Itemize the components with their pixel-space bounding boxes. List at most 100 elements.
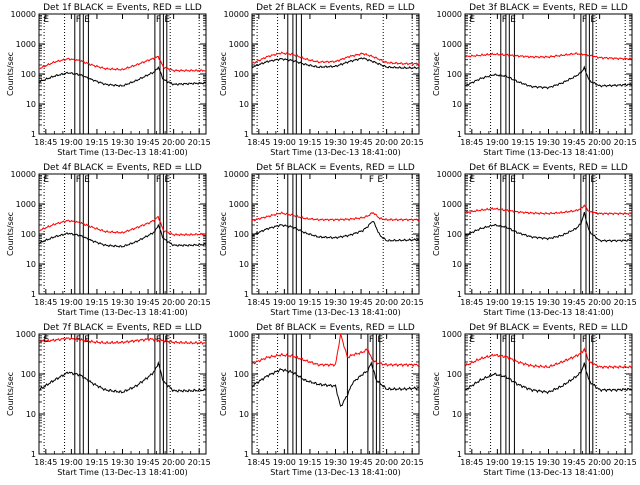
panel-title: Det 7f BLACK = Events, RED = LLD [43, 323, 202, 333]
panel-title: Det 1f BLACK = Events, RED = LLD [43, 3, 202, 13]
series-line-lld [464, 52, 633, 61]
detector-panel-7: Det 7f BLACK = Events, RED = LLD 1 10 100 10… [6, 323, 211, 477]
plot-frame [464, 13, 633, 135]
y-tick-label: 100 [447, 70, 462, 79]
x-tick-label: 20:15 [188, 458, 211, 467]
y-tick-label: 10000 [11, 170, 36, 179]
x-tick-label: 19:45 [137, 138, 160, 147]
y-tick-label: 1 [244, 290, 249, 299]
y-axis-label: Counts/sec [219, 212, 228, 256]
x-tick-label: 20:00 [162, 298, 185, 307]
y-tick-label: 100 [21, 230, 36, 239]
flag-label-F: F [156, 15, 161, 25]
flag-label-E: E [510, 175, 516, 185]
detector-panel-5: Det 5f BLACK = Events, RED = LLD 1 10 100 10… [219, 163, 424, 317]
detector-panel-1: Det 1f BLACK = Events, RED = LLD 1 10 100 10… [6, 3, 211, 157]
y-tick-label: 10000 [224, 170, 249, 179]
plot-frame [251, 333, 420, 455]
x-tick-label: 19:15 [511, 298, 534, 307]
detector-panel-4: Det 4f BLACK = Events, RED = LLD 1 10 100 10… [6, 163, 211, 317]
x-tick-label: 19:30 [324, 458, 347, 467]
plot-frame [38, 333, 207, 455]
y-axis-label: Counts/sec [432, 212, 441, 256]
y-tick-label: 10 [452, 100, 462, 109]
x-tick-label: 20:15 [614, 298, 637, 307]
flag-label-F: F [582, 175, 587, 185]
x-tick-label: 20:00 [162, 458, 185, 467]
x-tick-label: 18:45 [34, 298, 57, 307]
x-tick-label: 20:15 [188, 138, 211, 147]
series-line-events [251, 220, 419, 242]
series-line-events [251, 361, 420, 407]
y-tick-label: 1000 [229, 200, 249, 209]
x-tick-label: 20:15 [401, 458, 424, 467]
x-tick-label: 19:45 [137, 458, 160, 467]
series-line-events [464, 362, 633, 395]
y-tick-label: 1 [457, 130, 462, 139]
y-tick-label: 1 [244, 450, 249, 459]
flag-label-F: F [502, 175, 507, 185]
x-tick-label: 19:15 [85, 458, 108, 467]
plot-frame [251, 13, 420, 135]
x-tick-label: 20:00 [588, 298, 611, 307]
y-tick-label: 100 [234, 70, 249, 79]
y-axis-label: Counts/sec [219, 52, 228, 96]
x-tick-label: 20:00 [375, 458, 398, 467]
x-tick-label: 18:45 [460, 138, 483, 147]
panel-title: Det 8f BLACK = Events, RED = LLD [256, 323, 415, 333]
x-axis-label: Start Time (13-Dec-13 18:41:00) [57, 308, 188, 317]
plot-frame [464, 333, 633, 455]
x-tick-label: 19:30 [324, 298, 347, 307]
x-axis-label: Start Time (13-Dec-13 18:41:00) [483, 148, 614, 157]
x-tick-label: 19:00 [60, 458, 83, 467]
y-axis-label: Counts/sec [6, 212, 15, 256]
plot-frame [464, 173, 633, 295]
y-axis-label: Counts/sec [6, 372, 15, 416]
x-tick-label: 19:00 [273, 458, 296, 467]
flag-label-E: E [377, 175, 383, 185]
plot-frame [251, 173, 420, 295]
series-line-events [38, 65, 207, 88]
y-tick-label: 1000 [442, 330, 462, 339]
y-tick-label: 1 [457, 450, 462, 459]
flag-label-E: E [590, 335, 596, 345]
y-axis-label: Counts/sec [6, 52, 15, 96]
y-tick-label: 1000 [16, 330, 36, 339]
x-tick-label: 20:00 [588, 138, 611, 147]
flag-label-E: E [84, 175, 90, 185]
flag-label-F: F [76, 335, 81, 345]
x-tick-label: 19:30 [537, 298, 560, 307]
flag-label-E: E [469, 175, 475, 185]
x-axis-label: Start Time (13-Dec-13 18:41:00) [483, 468, 614, 477]
flag-label-E: E [469, 335, 475, 345]
y-tick-label: 1 [31, 290, 36, 299]
x-tick-label: 19:45 [563, 138, 586, 147]
x-tick-label: 19:30 [537, 138, 560, 147]
y-tick-label: 1 [244, 130, 249, 139]
x-tick-label: 19:45 [350, 298, 373, 307]
series-line-lld [39, 215, 207, 237]
y-tick-label: 1000 [16, 200, 36, 209]
y-tick-label: 1000 [229, 330, 249, 339]
series-line-events [38, 360, 207, 394]
y-tick-label: 10 [452, 260, 462, 269]
y-tick-label: 1 [31, 450, 36, 459]
x-tick-label: 19:15 [298, 458, 321, 467]
flag-label-E: E [510, 15, 516, 25]
y-tick-label: 10 [239, 260, 249, 269]
x-axis-label: Start Time (13-Dec-13 18:41:00) [483, 308, 614, 317]
series-line-lld [251, 333, 420, 368]
x-tick-label: 18:45 [34, 458, 57, 467]
x-tick-label: 19:30 [111, 138, 134, 147]
x-tick-label: 20:15 [614, 458, 637, 467]
series-line-lld [251, 211, 420, 222]
x-tick-label: 19:15 [298, 138, 321, 147]
x-tick-label: 19:15 [511, 458, 534, 467]
flag-label-E: E [43, 335, 49, 345]
panel-title: Det 6f BLACK = Events, RED = LLD [469, 163, 628, 173]
series-line-events [251, 57, 419, 70]
y-tick-label: 10000 [11, 10, 36, 19]
flag-label-E: E [43, 175, 49, 185]
